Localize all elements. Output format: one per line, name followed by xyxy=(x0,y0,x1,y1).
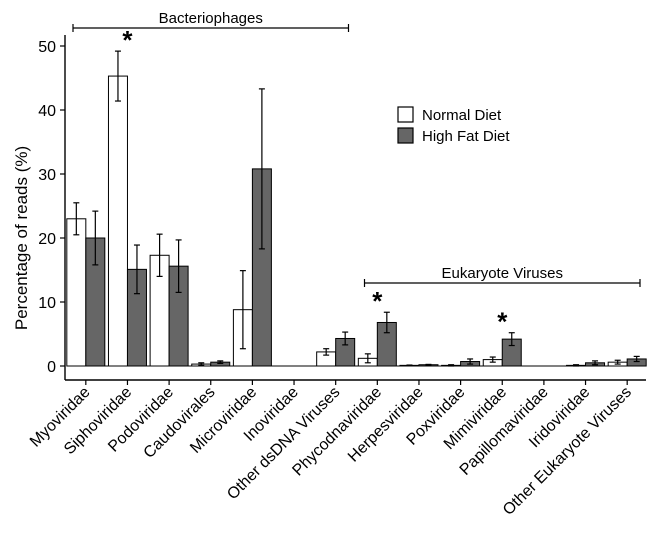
group-label-bacteriophages: Bacteriophages xyxy=(159,10,263,27)
legend-swatch-normal-diet xyxy=(397,106,414,123)
y-tick-label: 50 xyxy=(38,39,56,56)
y-tick-label: 10 xyxy=(38,295,56,312)
bar-myoviridae-normal-diet xyxy=(66,218,87,367)
group-label-eukaryote-viruses: Eukaryote Viruses xyxy=(442,265,563,282)
y-tick-label: 20 xyxy=(38,231,56,248)
legend-swatch-high-fat-diet xyxy=(397,127,414,144)
significance-marker-phycodnaviridae: * xyxy=(372,286,383,316)
y-tick-label: 40 xyxy=(38,103,56,120)
y-tick-label: 0 xyxy=(47,359,56,376)
y-axis-title: Percentage of reads (%) xyxy=(12,146,31,330)
legend: Normal Diet High Fat Diet xyxy=(397,106,510,145)
group-brackets: Bacteriophages Eukaryote Viruses xyxy=(72,10,641,287)
y-tick-label: 30 xyxy=(38,167,56,184)
significance-marker-mimiviridae: * xyxy=(497,307,508,337)
x-axis: MyoviridaeSiphoviridaePodoviridaeCaudovi… xyxy=(27,379,646,519)
plot-area: * * * xyxy=(66,25,647,367)
significance-marker-siphoviridae: * xyxy=(122,25,133,55)
legend-label-high-fat-diet: High Fat Diet xyxy=(422,128,510,145)
bar-siphoviridae-normal-diet xyxy=(107,75,128,367)
legend-label-normal-diet: Normal Diet xyxy=(422,107,502,124)
y-axis: 0 10 20 30 40 50 xyxy=(38,35,66,380)
